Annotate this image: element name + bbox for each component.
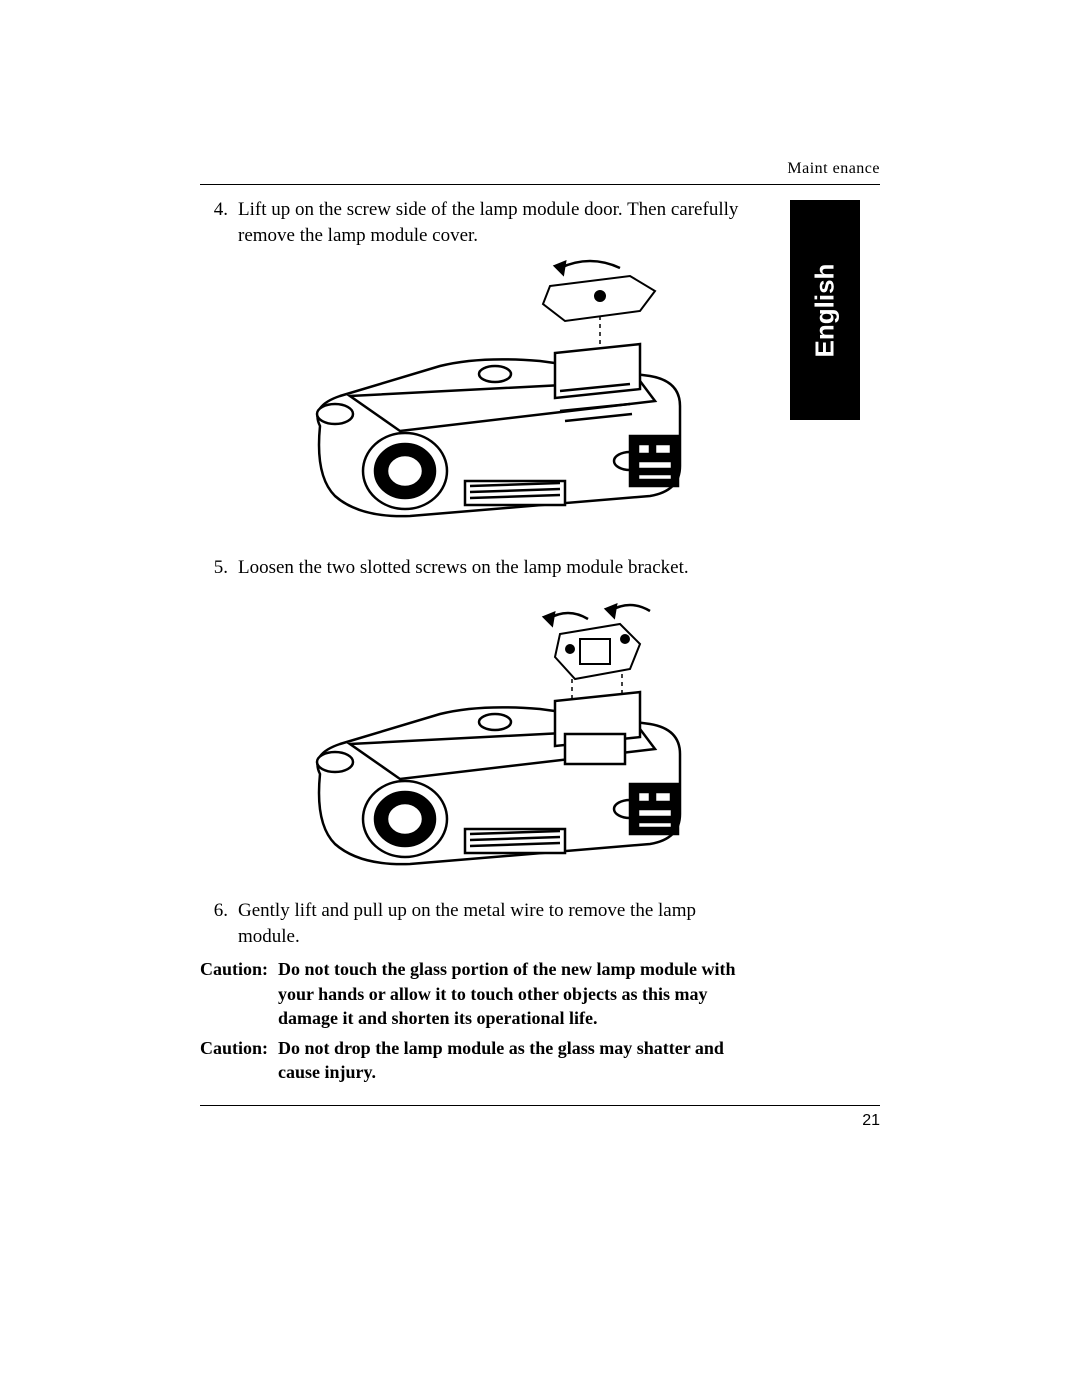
figure-loosen-screws bbox=[200, 589, 760, 884]
caution-label: Caution: bbox=[200, 1036, 278, 1085]
page-number: 21 bbox=[200, 1112, 880, 1130]
step-6: 6. Gently lift and pull up on the metal … bbox=[200, 898, 760, 949]
figure-lamp-cover bbox=[200, 256, 760, 541]
step-number: 4. bbox=[200, 197, 238, 248]
caution-text: Do not touch the glass portion of the ne… bbox=[278, 957, 760, 1030]
step-5: 5. Loosen the two slotted screws on the … bbox=[200, 555, 760, 581]
step-text: Lift up on the screw side of the lamp mo… bbox=[238, 197, 760, 248]
section-header: Maint enance bbox=[200, 160, 880, 184]
caution-2: Caution: Do not drop the lamp module as … bbox=[200, 1036, 760, 1085]
page-content: Maint enance 4. Lift up on the screw sid… bbox=[200, 160, 880, 1130]
step-number: 5. bbox=[200, 555, 238, 581]
step-text: Loosen the two slotted screws on the lam… bbox=[238, 555, 760, 581]
caution-1: Caution: Do not touch the glass portion … bbox=[200, 957, 760, 1030]
step-text: Gently lift and pull up on the metal wir… bbox=[238, 898, 760, 949]
bottom-rule bbox=[200, 1105, 880, 1106]
step-number: 6. bbox=[200, 898, 238, 949]
caution-text: Do not drop the lamp module as the glass… bbox=[278, 1036, 760, 1085]
caution-label: Caution: bbox=[200, 957, 278, 1030]
top-rule bbox=[200, 184, 880, 185]
step-4: 4. Lift up on the screw side of the lamp… bbox=[200, 197, 760, 248]
